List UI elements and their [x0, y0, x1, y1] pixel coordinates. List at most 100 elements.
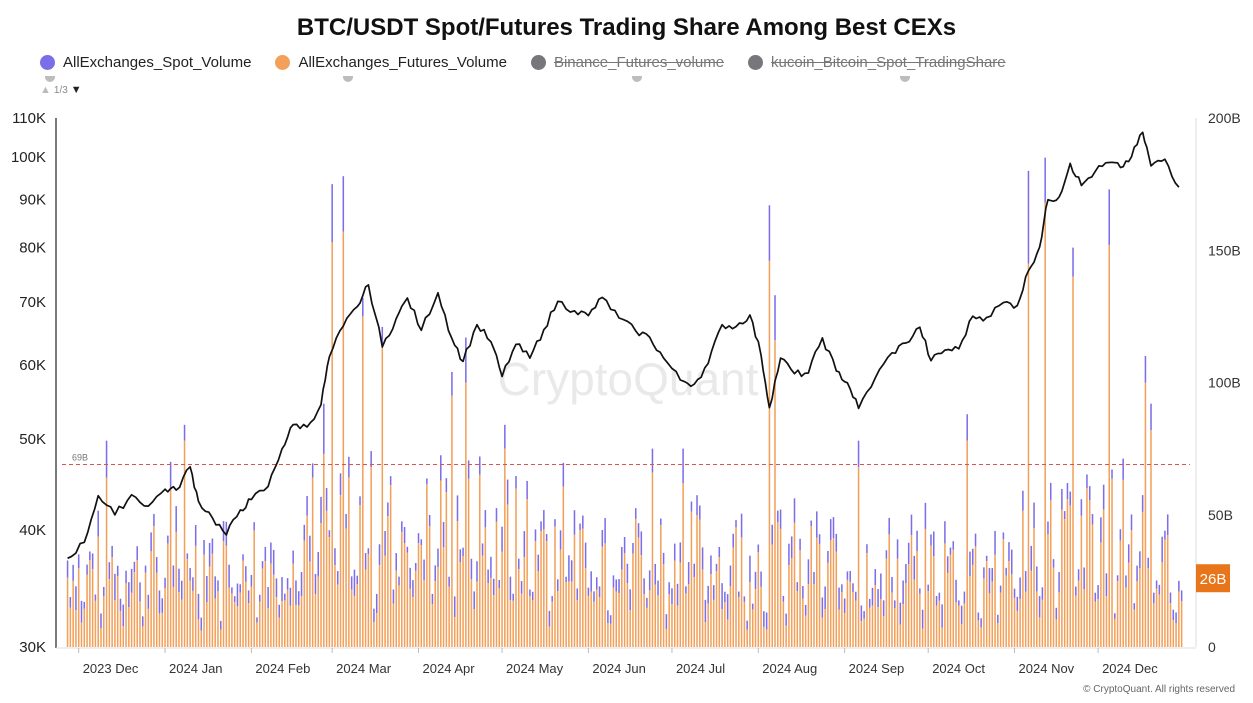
- bar-spot: [431, 593, 434, 605]
- bar-futures: [1141, 511, 1144, 647]
- bar-spot: [768, 205, 771, 261]
- bar-futures: [417, 543, 420, 647]
- bar-futures: [492, 595, 495, 647]
- bar-futures: [796, 591, 799, 647]
- bar-spot: [1155, 580, 1158, 589]
- bar-spot: [350, 576, 353, 590]
- bar-spot: [1133, 603, 1136, 610]
- bar-futures: [1013, 597, 1016, 647]
- bar-spot: [392, 589, 395, 604]
- bar-spot: [409, 567, 411, 589]
- bar-futures: [607, 623, 609, 647]
- bar-spot: [356, 575, 358, 585]
- bar-spot: [520, 581, 523, 594]
- bar-futures: [894, 608, 896, 647]
- bar-futures: [946, 572, 949, 647]
- bar-spot: [554, 519, 556, 527]
- bar-spot: [1097, 585, 1099, 600]
- bar-futures: [913, 579, 916, 647]
- bar-futures: [910, 535, 913, 647]
- last-value-badge-label: 26B: [1200, 571, 1227, 588]
- legend-shadow-2: [343, 76, 353, 82]
- bar-spot: [584, 542, 587, 568]
- bar-spot: [242, 554, 244, 561]
- bar-spot: [1178, 580, 1180, 592]
- bar-futures: [267, 608, 269, 647]
- legend-item-futures-volume[interactable]: AllExchanges_Futures_Volume: [275, 54, 507, 71]
- bar-futures: [389, 485, 392, 647]
- bar-futures: [540, 531, 542, 647]
- x-tick-label: 2024 Jan: [169, 661, 223, 676]
- legend-item-spot-volume[interactable]: AllExchanges_Spot_Volume: [40, 54, 251, 71]
- pager-down-icon[interactable]: ▼: [70, 84, 82, 96]
- x-tick-label: 2023 Dec: [83, 661, 139, 676]
- bar-spot: [462, 547, 464, 557]
- bar-futures: [852, 592, 854, 647]
- bar-futures: [1108, 244, 1110, 647]
- x-tick-label: 2024 Sep: [849, 661, 905, 676]
- bar-spot: [272, 549, 275, 575]
- bar-futures: [423, 580, 425, 647]
- bar-futures: [935, 605, 938, 647]
- bar-futures: [1100, 542, 1102, 647]
- bar-futures: [1119, 540, 1122, 647]
- bar-futures: [907, 563, 910, 647]
- bar-futures: [128, 607, 130, 647]
- bar-spot: [164, 577, 166, 589]
- bar-spot: [654, 563, 657, 585]
- bar-futures: [938, 600, 941, 647]
- bar-spot: [484, 510, 487, 528]
- bar-spot: [348, 456, 350, 478]
- bar-futures: [100, 628, 102, 647]
- bar-futures: [1066, 499, 1069, 647]
- bar-spot: [77, 554, 80, 569]
- bar-futures: [835, 551, 838, 647]
- bar-spot: [785, 613, 787, 626]
- legend-dot-futures-icon: [275, 55, 291, 70]
- price-layer: [67, 131, 1180, 560]
- reference-line-layer: 69B: [62, 452, 1190, 465]
- bar-futures: [289, 605, 292, 647]
- bar-futures: [534, 541, 537, 647]
- bar-spot: [565, 576, 567, 583]
- bar-futures: [309, 561, 311, 647]
- bar-futures: [1127, 562, 1130, 647]
- pager-up-icon[interactable]: ▲: [40, 84, 51, 96]
- bar-spot: [91, 553, 94, 570]
- bar-futures: [490, 577, 492, 647]
- bar-spot: [632, 543, 634, 554]
- bar-spot: [1033, 502, 1035, 529]
- bar-spot: [721, 583, 723, 610]
- bar-futures: [1063, 519, 1066, 647]
- bar-futures: [832, 538, 835, 647]
- bar-spot: [902, 580, 904, 605]
- bar-futures: [264, 561, 267, 647]
- bar-spot: [1022, 490, 1024, 511]
- bar-futures: [523, 557, 526, 647]
- bar-spot: [849, 570, 851, 582]
- bar-spot: [186, 553, 189, 560]
- bar-spot: [169, 461, 172, 489]
- bar-spot: [336, 571, 339, 585]
- bar-futures: [1077, 580, 1080, 647]
- bar-futures: [217, 591, 219, 647]
- bar-spot: [495, 508, 498, 522]
- bar-futures: [403, 543, 406, 647]
- y-right-tick-label: 50B: [1208, 507, 1233, 523]
- legend-pager: ▲ 1/3 ▼: [40, 84, 82, 96]
- bar-futures: [509, 600, 512, 647]
- bar-futures: [1144, 382, 1147, 647]
- bar-spot: [673, 543, 676, 561]
- legend-item-kucoin-share[interactable]: kucoin_Bitcoin_Spot_TradingShare: [748, 54, 1006, 71]
- bar-futures: [284, 600, 286, 647]
- legend-item-binance-futures[interactable]: Binance_Futures_volume: [530, 54, 724, 71]
- bar-futures: [843, 613, 846, 647]
- bar-spot: [609, 615, 612, 624]
- bar-futures: [657, 595, 659, 647]
- bar-futures: [690, 511, 693, 647]
- bar-spot: [894, 600, 896, 609]
- bar-futures: [80, 622, 83, 647]
- bar-spot: [1139, 551, 1141, 569]
- bar-spot: [1161, 536, 1163, 563]
- bar-futures: [874, 585, 877, 647]
